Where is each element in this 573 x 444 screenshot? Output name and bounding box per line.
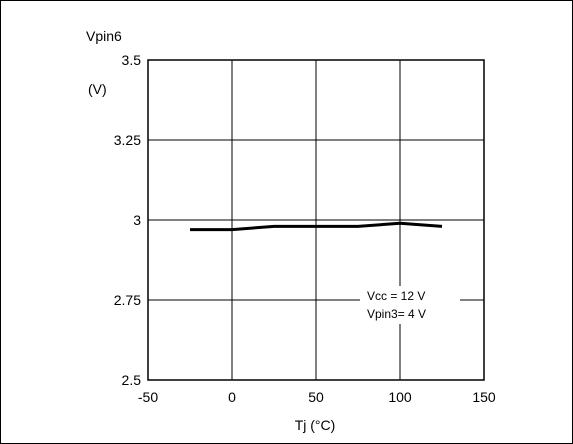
y-axis-label: Vpin6 (86, 28, 122, 44)
annotation-box (360, 286, 460, 324)
y-tick-label: 2.75 (114, 292, 141, 308)
x-tick-label: 150 (472, 389, 496, 405)
annotation-vpin3: Vpin3= 4 V (367, 307, 426, 321)
x-tick-label: -50 (138, 389, 158, 405)
x-axis-label: Tj (°C) (295, 417, 336, 433)
grid (148, 60, 484, 380)
x-tick-label: 50 (308, 389, 324, 405)
y-tick-label: 3.5 (122, 52, 142, 68)
y-tick-label: 2.5 (122, 372, 142, 388)
y-tick-label: 3.25 (114, 132, 141, 148)
y-axis-unit: (V) (88, 81, 107, 97)
annotation-vcc: Vcc = 12 V (367, 289, 425, 303)
y-tick-label: 3 (133, 212, 141, 228)
tick-labels: -50 0 50 100 150 2.5 2.75 3 3.25 3.5 (114, 52, 496, 405)
x-tick-label: 100 (388, 389, 412, 405)
plot-border (147, 59, 485, 381)
x-tick-label: 0 (228, 389, 236, 405)
series-line (190, 221, 443, 232)
